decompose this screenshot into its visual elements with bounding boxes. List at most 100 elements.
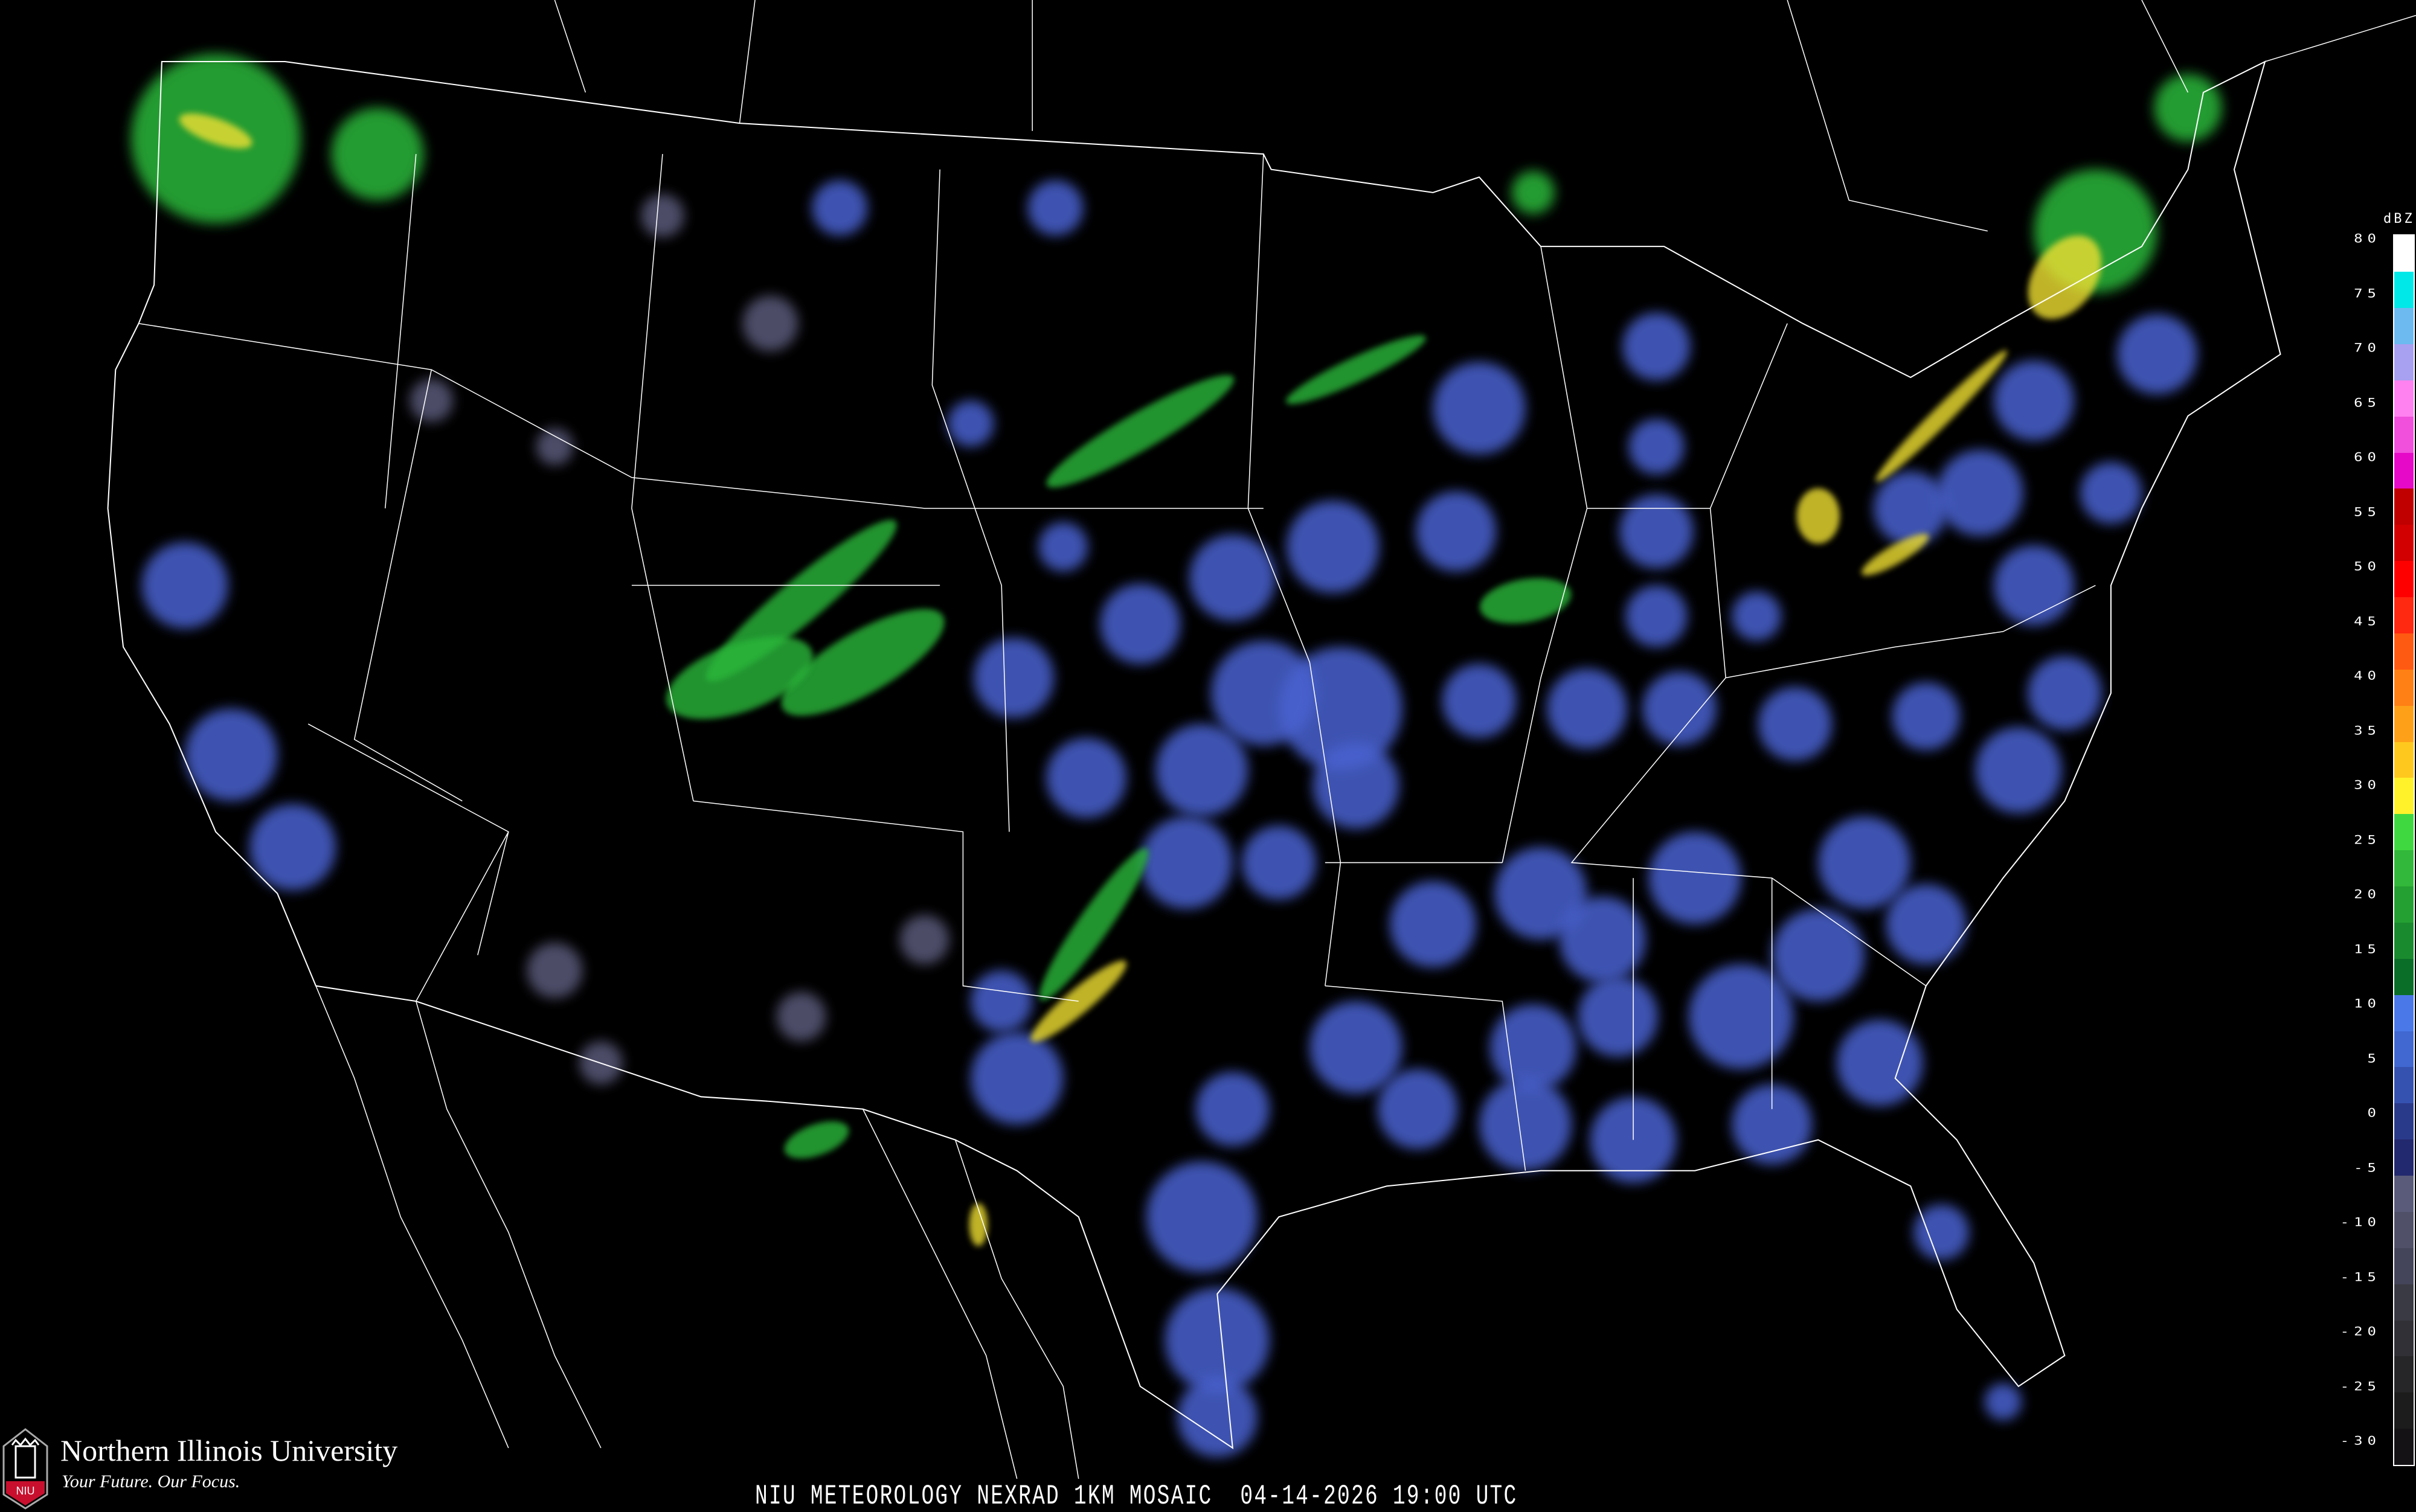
radar-echo [1038,522,1088,572]
legend-swatch [2394,778,2414,815]
legend-tick-label: -30 [2340,1434,2381,1448]
radar-echo [1177,1377,1258,1458]
radar-echo [1818,816,1911,909]
legend-swatch [2394,742,2414,778]
legend-tick-label: 15 [2354,942,2381,956]
radar-echo [1892,682,1960,751]
radar-echo [2080,462,2142,524]
radar-echo [1559,896,1646,983]
legend-swatch [2394,489,2414,525]
legend-unit: dBZ [2383,211,2415,226]
legend-tick-label: -10 [2340,1215,2381,1229]
legend-tick-label: -5 [2354,1161,2381,1174]
radar-echo [1377,1069,1458,1150]
radar-echo [1479,1078,1572,1171]
radar-echo [1622,312,1691,381]
legend-tick-label: -15 [2340,1270,2381,1284]
radar-echo [2028,656,2102,731]
radar-echo [1642,671,1717,746]
radar-echo [1994,545,2074,626]
radar-echo [1390,881,1476,968]
radar-echo [1489,1004,1576,1091]
university-name: Northern Illinois University [60,1434,398,1467]
radar-echo [1211,641,1316,746]
radar-echo [2154,74,2222,142]
radar-echo [1984,1383,2022,1421]
radar-echo [185,708,278,801]
legend-tick-label: 10 [2354,996,2381,1011]
map-title: NIU METEOROLOGY NEXRAD 1KM MOSAIC 04-14-… [755,1481,1518,1512]
radar-echo [1442,664,1517,738]
radar-echo [249,804,336,891]
legend-tick-label: 25 [2354,833,2381,847]
niu-shield-icon: NIU [2,1428,48,1510]
radar-echo [1165,1287,1270,1393]
radar-echo [641,194,684,237]
legend-tick-label: 55 [2354,505,2381,519]
legend-swatch [2394,922,2414,959]
legend-swatch [2394,1356,2414,1393]
legend-swatch [2394,380,2414,417]
legend-swatch [2394,850,2414,886]
canada-lines [554,0,2416,232]
legend-tick-label: -20 [2340,1324,2381,1339]
radar-echo [1648,831,1741,924]
radar-echo-band [1285,335,1426,405]
legend-color-bar [2393,234,2415,1466]
radar-echo [1146,1161,1258,1273]
radar-echo-band [1861,533,1929,575]
legend-tick-label: 45 [2354,614,2381,628]
legend-tick-label: 75 [2354,286,2381,300]
legend-swatch [2394,561,2414,597]
legend-swatch [2394,1176,2414,1212]
radar-echo [776,991,826,1042]
radar-echo-band [1039,848,1149,1001]
legend-swatch [2394,272,2414,308]
radar-echo [1494,847,1587,940]
radar-echo [1975,727,2062,813]
radar-echo [536,428,573,466]
legend-tick-label: -25 [2340,1379,2381,1393]
radar-echo [331,107,424,200]
radar-echo [742,295,798,351]
radar-echo [1625,585,1688,647]
radar-echo [527,943,583,999]
legend-swatch [2394,1211,2414,1248]
radar-echo [1772,909,1865,1002]
logo-mark-text: NIU [16,1485,35,1497]
radar-echo-band [1479,578,1572,624]
radar-echo [1242,825,1316,900]
legend-swatch [2394,1284,2414,1321]
radar-echo [1732,591,1781,641]
legend-swatch [2394,1429,2414,1465]
legend-swatch [2394,308,2414,344]
state-lines [138,154,2096,1171]
radar-echo [1913,1204,1970,1260]
legend-swatch [2394,1320,2414,1357]
legend-tick-label: 40 [2354,668,2381,683]
radar-echo [1100,583,1181,664]
radar-echo-band [666,636,813,719]
radar-echo [1416,491,1497,572]
legend-swatch [2394,1103,2414,1140]
radar-echo [1628,418,1685,475]
radar-echo [1994,360,2074,441]
legend-swatch [2394,814,2414,851]
legend-swatch [2394,1248,2414,1284]
legend-tick-label: 5 [2367,1051,2381,1065]
radar-echo-band [179,113,252,149]
radar-echoes [130,54,2222,1458]
legend-tick-label: 60 [2354,450,2381,464]
radar-echo [971,970,1033,1033]
radar-echo [1758,687,1833,761]
legend-swatch [2394,525,2414,562]
radar-echo [1027,180,1084,236]
legend-swatch [2394,995,2414,1031]
legend-swatch [2394,705,2414,742]
university-tagline: Your Future. Our Focus. [62,1472,240,1491]
radar-echo-band [1796,488,1840,544]
radar-echo-band [969,1203,988,1246]
boundaries [107,0,2416,1479]
legend-swatch [2394,235,2414,272]
